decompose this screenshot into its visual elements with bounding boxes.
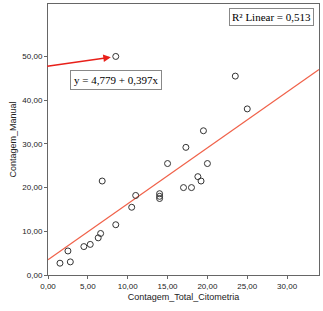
svg-text:15,00: 15,00 bbox=[158, 282, 179, 291]
svg-text:25,00: 25,00 bbox=[237, 282, 258, 291]
svg-text:y = 4,779 + 0,397x: y = 4,779 + 0,397x bbox=[74, 74, 158, 86]
svg-text:50,00: 50,00 bbox=[22, 52, 43, 61]
svg-text:R² Linear = 0,513: R² Linear = 0,513 bbox=[232, 11, 311, 23]
svg-text:30,00: 30,00 bbox=[22, 140, 43, 149]
svg-text:Contagem_Total_Citometria: Contagem_Total_Citometria bbox=[128, 292, 240, 302]
svg-text:0,00: 0,00 bbox=[27, 271, 43, 280]
svg-text:30,00: 30,00 bbox=[277, 282, 298, 291]
svg-text:0,00: 0,00 bbox=[40, 282, 56, 291]
svg-text:10,00: 10,00 bbox=[118, 282, 139, 291]
svg-text:40,00: 40,00 bbox=[22, 96, 43, 105]
svg-text:Contagem_Manual: Contagem_Manual bbox=[8, 101, 18, 177]
svg-text:10,00: 10,00 bbox=[22, 227, 43, 236]
svg-text:5,00: 5,00 bbox=[80, 282, 96, 291]
svg-text:20,00: 20,00 bbox=[197, 282, 218, 291]
svg-text:20,00: 20,00 bbox=[22, 183, 43, 192]
